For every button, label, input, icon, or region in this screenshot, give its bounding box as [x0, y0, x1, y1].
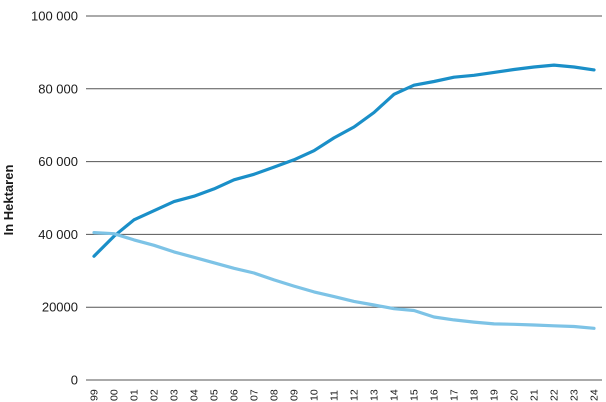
x-tick-label: 08	[269, 389, 281, 401]
y-tick-label: 0	[71, 373, 78, 388]
series-line-1	[92, 63, 596, 258]
x-tick-label: 03	[169, 389, 181, 401]
y-tick-labels: 0 20000 40 000 60 000 80 000 100 000	[31, 9, 78, 388]
x-tick-label: 22	[549, 389, 561, 401]
x-tick-label: 20	[509, 389, 521, 401]
x-tick-label: 99	[89, 389, 101, 401]
x-tick-label: 02	[149, 389, 161, 401]
x-tick-label: 12	[349, 389, 361, 401]
y-tick-label: 100 000	[31, 9, 78, 24]
x-tick-labels: 99 00 01 02 03 04 05 06 07 08 09 10 11 12 13 14 15 16 17 18…	[89, 389, 601, 401]
x-tick-label: 01	[129, 389, 141, 401]
x-tick-label: 15	[409, 389, 421, 401]
x-tick-label: 16	[429, 389, 441, 401]
x-tick-label: 18	[469, 389, 481, 401]
y-tick-label: 60 000	[38, 154, 78, 169]
x-tick-label: 24	[589, 389, 601, 401]
x-tick-label: 00	[109, 389, 121, 401]
series-line-2	[92, 231, 596, 330]
x-tick-label: 14	[389, 389, 401, 401]
x-tick-label: 19	[489, 389, 501, 401]
y-tick-label: 40 000	[38, 227, 78, 242]
x-tick-label: 04	[189, 389, 201, 401]
x-tick-label: 11	[329, 390, 341, 401]
series-lines	[92, 63, 596, 330]
x-tick-label: 06	[229, 389, 241, 401]
x-tick-label: 13	[369, 389, 381, 401]
x-tick-label: 05	[209, 389, 221, 401]
y-axis-label: In Hektaren	[1, 165, 16, 236]
gridlines	[86, 15, 602, 381]
x-tick-label: 07	[249, 389, 261, 401]
x-tick-label: 17	[449, 389, 461, 401]
x-tick-label: 21	[529, 389, 541, 401]
y-tick-label: 80 000	[38, 81, 78, 96]
x-tick-label: 23	[569, 389, 581, 401]
x-tick-label: 10	[309, 389, 321, 401]
y-tick-label: 20000	[42, 300, 78, 315]
x-tick-label: 09	[289, 389, 301, 401]
